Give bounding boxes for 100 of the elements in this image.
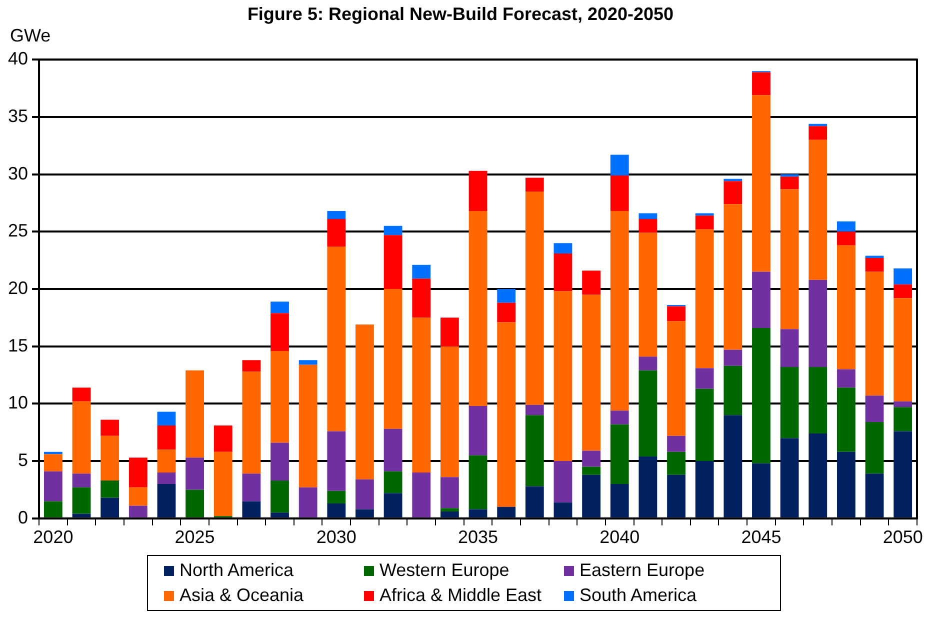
- bar: [638, 456, 658, 518]
- bar: [752, 272, 770, 328]
- bar: [525, 404, 544, 416]
- bar: [384, 235, 402, 289]
- bar: [497, 506, 516, 518]
- legend-label: Asia & Oceania: [180, 585, 304, 606]
- bar: [610, 410, 629, 424]
- y-tick-label: 20: [8, 278, 28, 298]
- bar: [554, 253, 572, 292]
- bar: [157, 472, 176, 484]
- bar: [440, 477, 459, 508]
- legend-label: South America: [580, 585, 697, 606]
- legend-label: Africa & Middle East: [380, 585, 542, 606]
- bar: [72, 487, 91, 514]
- bar: [157, 450, 176, 473]
- bar: [894, 431, 912, 518]
- bar: [780, 329, 799, 367]
- x-tick-label: 2030: [316, 527, 356, 548]
- bar: [894, 407, 912, 432]
- bar: [836, 245, 856, 370]
- bar: [780, 438, 799, 518]
- bar: [808, 126, 828, 140]
- bar: [752, 463, 770, 518]
- bar: [242, 360, 261, 372]
- bar: [44, 471, 62, 502]
- bar: [894, 298, 912, 402]
- bar: [865, 272, 884, 396]
- bar: [100, 420, 120, 436]
- bar: [242, 501, 261, 518]
- bar: [752, 72, 770, 96]
- bar: [610, 154, 629, 176]
- bar: [44, 454, 62, 472]
- y-tick-label: 25: [8, 220, 28, 241]
- y-axis-title: GWe: [10, 26, 51, 46]
- bar: [270, 442, 289, 481]
- bar: [186, 490, 204, 518]
- bar: [327, 503, 346, 518]
- bar: [468, 406, 488, 456]
- bar: [808, 280, 828, 367]
- y-tick-label: 15: [8, 335, 28, 356]
- bar: [780, 366, 799, 438]
- bar: [412, 472, 431, 518]
- y-tick-label: 0: [18, 507, 28, 528]
- bar: [384, 493, 402, 518]
- bar: [695, 368, 714, 389]
- bar: [128, 506, 148, 518]
- bar: [667, 436, 686, 452]
- bar: [695, 388, 714, 462]
- bar: [270, 350, 289, 443]
- bar: [214, 452, 232, 516]
- bar: [468, 170, 488, 212]
- bar: [468, 455, 488, 510]
- bar: [100, 498, 120, 518]
- bar: [270, 480, 289, 513]
- bar: [157, 484, 176, 518]
- bar: [582, 466, 601, 475]
- bar: [724, 415, 742, 518]
- bar: [836, 221, 856, 232]
- bar: [780, 176, 799, 190]
- bar: [100, 436, 120, 481]
- bar: [808, 140, 828, 280]
- bar: [327, 211, 346, 220]
- bar: [724, 204, 742, 350]
- bar: [412, 264, 431, 279]
- bar: [724, 366, 742, 416]
- bar: [582, 294, 601, 451]
- bar: [497, 289, 516, 303]
- bar: [440, 512, 459, 518]
- bar: [384, 289, 402, 429]
- bar: [667, 452, 686, 475]
- bar: [836, 452, 856, 518]
- bar: [412, 318, 431, 473]
- bar: [468, 509, 488, 518]
- bar: [724, 181, 742, 204]
- bar: [214, 425, 232, 452]
- bar: [894, 401, 912, 408]
- bar: [865, 258, 884, 272]
- y-tick-label: 35: [8, 106, 28, 126]
- x-tick-label: 2045: [741, 527, 782, 548]
- bar: [497, 322, 516, 507]
- bar: [327, 490, 346, 504]
- bar: [610, 175, 629, 212]
- bar: [752, 328, 770, 464]
- bar: [44, 501, 62, 518]
- bar: [695, 216, 714, 230]
- bar: [554, 291, 572, 462]
- legend-label: Western Europe: [380, 560, 510, 581]
- bar: [638, 356, 658, 370]
- bar: [100, 480, 120, 498]
- bar: [298, 364, 318, 488]
- bar: [638, 219, 658, 233]
- bar: [242, 474, 261, 502]
- bar: [327, 219, 346, 247]
- x-tick-label: 2040: [600, 527, 640, 548]
- bar: [667, 306, 686, 322]
- bar: [468, 211, 488, 406]
- bar: [157, 412, 176, 426]
- bar: [356, 509, 374, 518]
- bar: [554, 502, 572, 518]
- bar: [667, 321, 686, 436]
